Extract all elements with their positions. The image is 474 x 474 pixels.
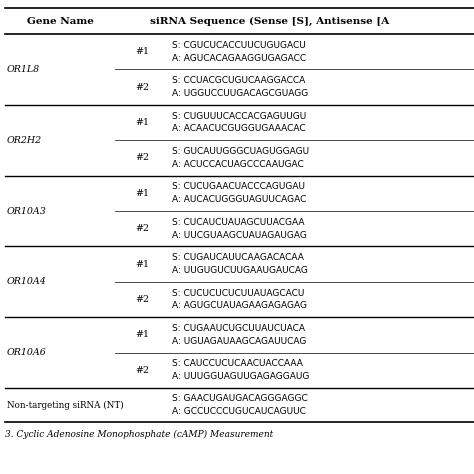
Text: OR10A4: OR10A4 [7, 277, 47, 286]
Text: A: AGUCACAGAAGGUGAGACC: A: AGUCACAGAAGGUGAGACC [172, 54, 306, 63]
Text: A: UGUAGAUAAGCAGAUUCAG: A: UGUAGAUAAGCAGAUUCAG [172, 337, 306, 346]
Text: #1: #1 [136, 260, 149, 269]
Text: A: ACAACUCGUGGUGAAACAC: A: ACAACUCGUGGUGAAACAC [172, 124, 306, 133]
Text: OR10A3: OR10A3 [7, 207, 47, 216]
Text: S: CUCUCUCUCUUAUAGCACU: S: CUCUCUCUCUUAUAGCACU [172, 289, 304, 298]
Text: A: ACUCCACUAGCCCAAUGAC: A: ACUCCACUAGCCCAAUGAC [172, 160, 304, 169]
Text: #1: #1 [136, 47, 149, 56]
Text: S: CUCUGAACUACCCAGUGAU: S: CUCUGAACUACCCAGUGAU [172, 182, 305, 191]
Text: S: CUGAAUCUGCUUAUCUACA: S: CUGAAUCUGCUUAUCUACA [172, 324, 305, 333]
Text: S: CUGUUUCACCACGAGUUGU: S: CUGUUUCACCACGAGUUGU [172, 112, 306, 120]
Text: A: UUGUGUCUUGAAUGAUCAG: A: UUGUGUCUUGAAUGAUCAG [172, 266, 308, 275]
Text: #2: #2 [136, 224, 149, 233]
Text: A: GCCUCCCUGUCAUCAGUUC: A: GCCUCCCUGUCAUCAGUUC [172, 407, 306, 416]
Text: S: CUCAUCUAUAGCUUACGAA: S: CUCAUCUAUAGCUUACGAA [172, 218, 304, 227]
Text: #2: #2 [136, 366, 149, 375]
Text: S: CGUCUCACCUUCUGUGACU: S: CGUCUCACCUUCUGUGACU [172, 41, 306, 50]
Text: #2: #2 [136, 295, 149, 304]
Text: S: CAUCCUCUCAACUACCAAA: S: CAUCCUCUCAACUACCAAA [172, 359, 303, 368]
Text: #1: #1 [136, 118, 149, 127]
Text: #2: #2 [136, 154, 149, 163]
Text: A: UUUGGUAGUUGAGAGGAUG: A: UUUGGUAGUUGAGAGGAUG [172, 372, 310, 381]
Text: OR10A6: OR10A6 [7, 348, 47, 357]
Text: #1: #1 [136, 189, 149, 198]
Text: OR2H2: OR2H2 [7, 136, 42, 145]
Text: siRNA Sequence (Sense [S], Antisense [A: siRNA Sequence (Sense [S], Antisense [A [150, 17, 390, 26]
Text: OR1L8: OR1L8 [7, 65, 40, 74]
Text: #1: #1 [136, 330, 149, 339]
Text: S: GUCAUUGGGCUAGUGGAGU: S: GUCAUUGGGCUAGUGGAGU [172, 147, 309, 156]
Text: Non-targeting siRNA (NT): Non-targeting siRNA (NT) [7, 401, 124, 410]
Text: 3. Cyclic Adenosine Monophosphate (cAMP) Measurement: 3. Cyclic Adenosine Monophosphate (cAMP)… [5, 430, 273, 439]
Text: A: AGUGCUAUAGAAGAGAGAG: A: AGUGCUAUAGAAGAGAGAG [172, 301, 307, 310]
Text: S: GAACUGAUGACAGGGAGGC: S: GAACUGAUGACAGGGAGGC [172, 394, 308, 403]
Text: #2: #2 [136, 82, 149, 91]
Text: Gene Name: Gene Name [27, 17, 93, 26]
Text: A: UGGUCCUUGACAGCGUAGG: A: UGGUCCUUGACAGCGUAGG [172, 89, 308, 98]
Text: S: CCUACGCUGUCAAGGACCA: S: CCUACGCUGUCAAGGACCA [172, 76, 305, 85]
Text: A: UUCGUAAGCUAUAGAUGAG: A: UUCGUAAGCUAUAGAUGAG [172, 230, 307, 239]
Text: A: AUCACUGGGUAGUUCAGAC: A: AUCACUGGGUAGUUCAGAC [172, 195, 306, 204]
Text: S: CUGAUCAUUCAAGACACAA: S: CUGAUCAUUCAAGACACAA [172, 253, 304, 262]
